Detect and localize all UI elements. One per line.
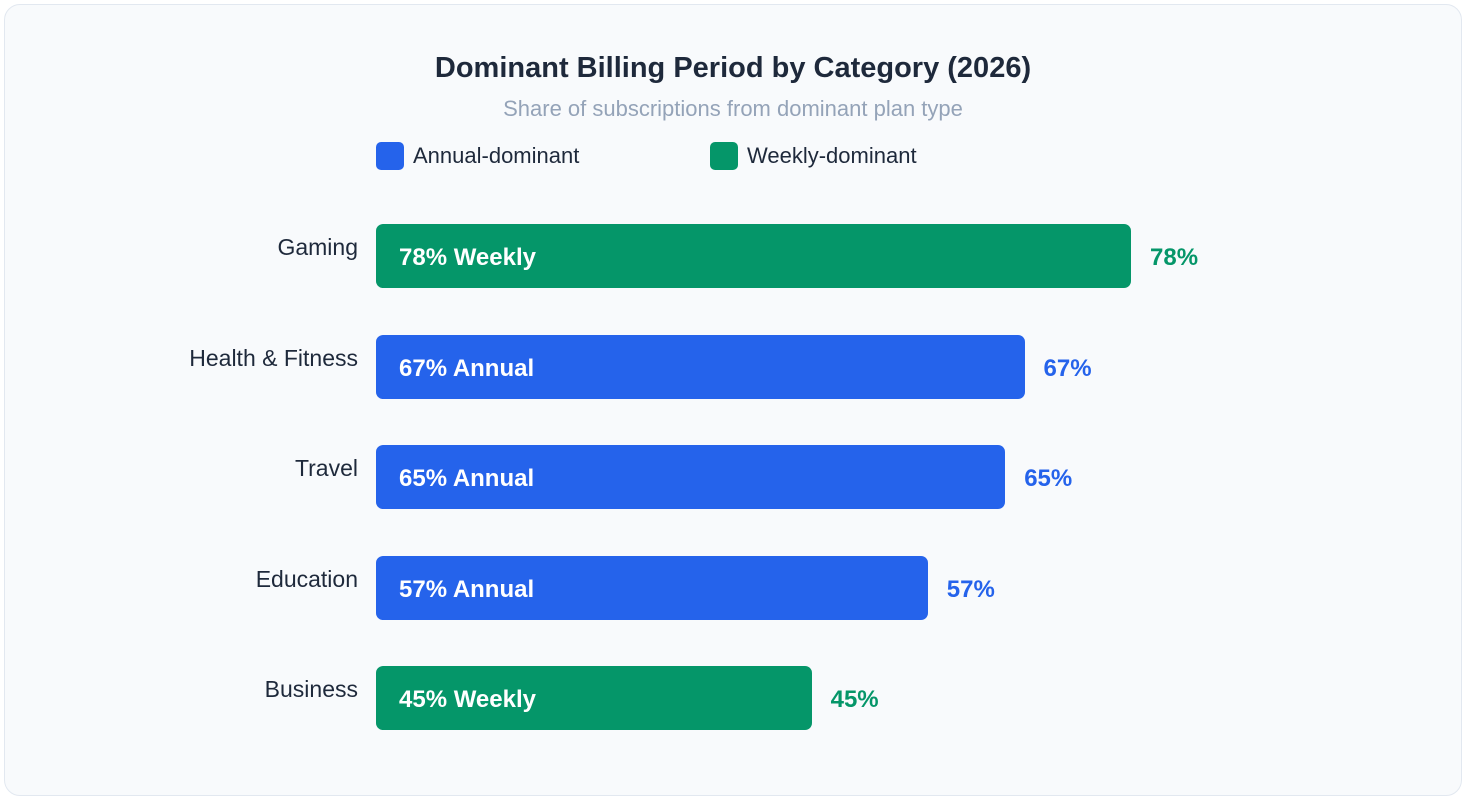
bar-travel bbox=[376, 445, 1006, 509]
legend-swatch-annual bbox=[376, 142, 404, 170]
category-label-travel: Travel bbox=[294, 455, 358, 481]
value-label-education: 57% bbox=[946, 575, 995, 603]
value-label-travel: 65% bbox=[1024, 465, 1073, 492]
value-label-gaming: 78% bbox=[1150, 244, 1199, 271]
bar-inner-label-education: 57% Annual bbox=[399, 575, 535, 603]
bar-inner-label-health-fitness: 67% Annual bbox=[399, 354, 535, 382]
legend-item-annual: Annual-dominant bbox=[376, 142, 579, 170]
chart-card bbox=[4, 4, 1462, 796]
value-label-health-fitness: 67% bbox=[1043, 354, 1092, 382]
chart-subtitle: Share of subscriptions from dominant pla… bbox=[503, 96, 963, 121]
bar-inner-label-business: 45% Weekly bbox=[399, 686, 536, 713]
bar-business bbox=[376, 666, 812, 730]
category-label-gaming: Gaming bbox=[277, 234, 358, 260]
category-label-business: Business bbox=[264, 676, 358, 702]
legend-swatch-weekly bbox=[710, 142, 738, 170]
legend-label-weekly: Weekly-dominant bbox=[747, 143, 917, 168]
bar-gaming bbox=[376, 224, 1132, 288]
legend-item-weekly: Weekly-dominant bbox=[710, 142, 917, 170]
bar-inner-label-gaming: 78% Weekly bbox=[399, 244, 536, 271]
bar-inner-label-travel: 65% Annual bbox=[399, 465, 535, 492]
legend-label-annual: Annual-dominant bbox=[413, 143, 580, 168]
bar-health-fitness bbox=[376, 334, 1025, 399]
category-label-education: Education bbox=[255, 565, 358, 592]
category-label-health-fitness: Health & Fitness bbox=[189, 344, 358, 371]
value-label-business: 45% bbox=[830, 686, 879, 713]
bar-education bbox=[376, 555, 928, 620]
chart-title: Dominant Billing Period by Category (202… bbox=[434, 52, 1032, 84]
